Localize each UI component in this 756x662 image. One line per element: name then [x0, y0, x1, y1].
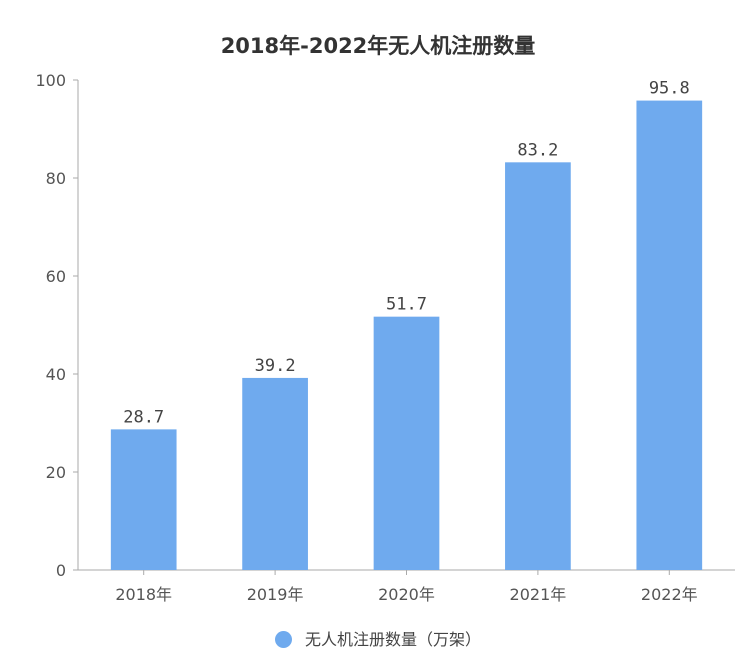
bar[interactable]	[636, 100, 703, 570]
bar-value-label: 51.7	[386, 295, 427, 315]
legend-marker	[274, 631, 292, 648]
x-tick-label: 2019年	[247, 585, 304, 604]
data-labels: 28.7 39.2 51.7 83.2 95.8	[123, 79, 690, 428]
bar[interactable]	[373, 316, 440, 570]
chart-title: 2018年-2022年无人机注册数量	[220, 34, 536, 58]
x-tick-label: 2018年	[115, 585, 172, 604]
y-tick-label: 60	[46, 267, 66, 286]
bar-value-label: 83.2	[517, 140, 558, 160]
bar[interactable]	[505, 162, 571, 570]
x-tick-label: 2022年	[641, 585, 698, 604]
y-tick-label: 100	[35, 71, 66, 90]
bar-value-label: 39.2	[255, 356, 296, 376]
y-tick-label: 20	[46, 463, 66, 482]
bars	[110, 100, 703, 570]
bar[interactable]	[242, 377, 308, 570]
bar-value-label: 28.7	[123, 407, 164, 427]
legend-label: 无人机注册数量（万架）	[305, 630, 482, 649]
x-tick-label: 2021年	[510, 585, 567, 604]
bar-value-label: 95.8	[649, 79, 690, 99]
x-axis: 2018年 2019年 2020年 2021年 2022年	[78, 569, 735, 604]
y-tick-label: 0	[56, 561, 66, 580]
x-tick-label: 2020年	[378, 585, 435, 604]
y-axis: 0 20 40 60 80 100	[35, 71, 79, 580]
y-tick-label: 80	[46, 169, 66, 188]
bar[interactable]	[110, 429, 177, 570]
legend[interactable]: 无人机注册数量（万架）	[0, 626, 756, 650]
y-tick-label: 40	[46, 365, 66, 384]
